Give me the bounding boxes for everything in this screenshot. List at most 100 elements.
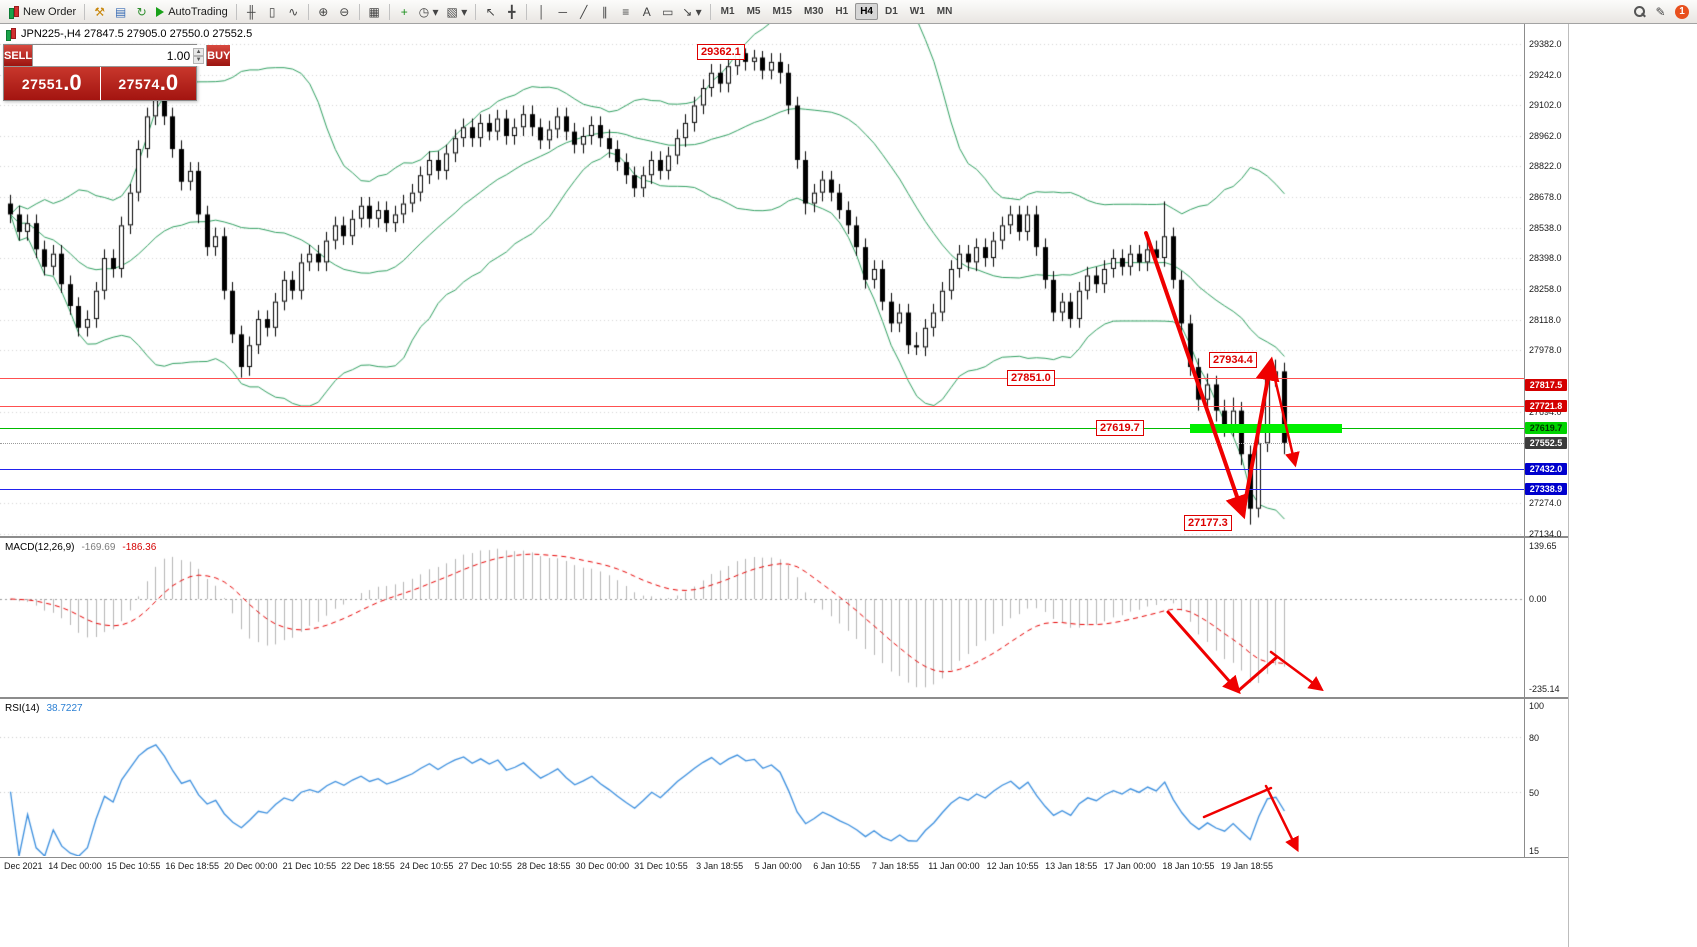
hline-27851[interactable] — [0, 378, 1524, 379]
tools-button[interactable]: ⚒ — [89, 2, 110, 21]
tile-windows-icon: ▦ — [368, 4, 380, 19]
templates-button[interactable]: ▧ ▾ — [443, 2, 472, 21]
text-button[interactable]: A — [636, 2, 657, 21]
trendline-button[interactable]: ╱ — [573, 2, 594, 21]
toolbar-separator — [358, 3, 360, 20]
price-callout-27851.0[interactable]: 27851.0 — [1007, 370, 1055, 386]
bar-chart-button[interactable]: ╫ — [241, 2, 262, 21]
toolbar-separator — [475, 3, 477, 20]
rsi-scale-label: 80 — [1529, 732, 1540, 743]
price-callout-27177.3[interactable]: 27177.3 — [1184, 515, 1232, 531]
ask-price: 27574 — [118, 75, 160, 92]
notification-badge[interactable]: 1 — [1675, 4, 1689, 19]
time-axis-label: 11 Jan 00:00 — [928, 861, 980, 871]
zoom-in-button[interactable]: ⊕ — [313, 2, 334, 21]
price-tick: 28538.0 — [1529, 222, 1562, 233]
price-tag-27432.0: 27432.0 — [1525, 463, 1567, 476]
charts-window-button[interactable]: ▤ — [110, 2, 131, 21]
rsi-panel-canvas[interactable] — [0, 700, 1524, 856]
timeframe-h4-button[interactable]: H4 — [855, 3, 878, 20]
price-callout-29362.1[interactable]: 29362.1 — [697, 44, 745, 60]
label-button[interactable]: ▭ — [657, 2, 678, 21]
periods-button[interactable]: ◷ ▾ — [415, 2, 443, 21]
bar-chart-icon: ╫ — [246, 4, 256, 19]
candle-chart-button[interactable]: ▯ — [262, 2, 283, 21]
trade-widget-price-row: 27551.0 27574.0 — [4, 67, 196, 100]
price-tag-27619.7: 27619.7 — [1525, 422, 1567, 435]
macd-name: MACD(12,26,9) — [5, 542, 75, 553]
time-axis-label: 22 Dec 18:55 — [341, 861, 395, 871]
toolbar-separator — [526, 3, 528, 20]
panel-separator[interactable] — [0, 697, 1569, 699]
hline-27552.5[interactable] — [0, 443, 1524, 444]
toolbar-separator — [388, 3, 390, 20]
price-tick: 28398.0 — [1529, 253, 1562, 264]
new-order-button[interactable]: New Order — [4, 2, 80, 21]
cursor-button[interactable]: ↖ — [480, 2, 501, 21]
arrows-button[interactable]: ↘ ▾ — [678, 2, 705, 21]
toolbar-right-icons: ✎ 1 — [1634, 4, 1693, 19]
hline-27721.8[interactable] — [0, 406, 1524, 407]
timeframe-m30-button[interactable]: M30 — [803, 6, 824, 17]
autotrading-button[interactable]: AutoTrading — [152, 2, 232, 21]
timeframe-w1-button[interactable]: W1 — [909, 6, 925, 17]
lot-spinner: ▲ ▼ — [193, 47, 205, 64]
chart-window: 29382.0 29242.0 29102.0 28962.0 28822.0 28678… — [0, 24, 1697, 947]
hline-27619.7[interactable] — [0, 428, 1524, 429]
hline-27338.9[interactable] — [0, 489, 1524, 490]
crosshair-button[interactable]: ╋ — [501, 2, 522, 21]
timeframe-d1-button[interactable]: D1 — [884, 6, 898, 17]
panel-separator[interactable] — [0, 536, 1569, 538]
time-axis-label: 31 Dec 10:55 — [634, 861, 688, 871]
time-axis-label: 27 Dec 10:55 — [458, 861, 512, 871]
horizontal-line-button[interactable]: ─ — [552, 2, 573, 21]
support-zone[interactable] — [1190, 423, 1342, 433]
timeframe-m15-button[interactable]: M15 — [772, 6, 792, 17]
lot-decrease-button[interactable]: ▼ — [193, 55, 205, 64]
sell-button[interactable]: SELL — [4, 45, 33, 66]
price-tag-27338.9: 27338.9 — [1525, 483, 1567, 496]
tile-windows-button[interactable]: ▦ — [364, 2, 385, 21]
refresh-button[interactable]: ↻ — [131, 2, 152, 21]
edit-icon[interactable]: ✎ — [1655, 4, 1666, 19]
new-order-button-label: New Order — [23, 5, 77, 18]
macd-scale-zero: 0.00 — [1529, 593, 1547, 604]
line-chart-button[interactable]: ∿ — [283, 2, 304, 21]
lot-increase-button[interactable]: ▲ — [193, 47, 205, 56]
search-icon[interactable] — [1634, 5, 1646, 18]
fibonacci-icon: ≡ — [622, 4, 630, 19]
label-icon: ▭ — [662, 4, 674, 19]
timeframe-h1-button[interactable]: H1 — [835, 6, 849, 17]
macd-panel-canvas[interactable] — [0, 539, 1524, 697]
window-right-border — [1568, 24, 1569, 947]
channel-button[interactable]: ∥ — [594, 2, 615, 21]
toolbar-separator — [84, 3, 86, 20]
line-chart-icon: ∿ — [288, 4, 299, 19]
rsi-scale-label: 15 — [1529, 846, 1540, 856]
time-axis-label: 28 Dec 18:55 — [517, 861, 571, 871]
price-tick: 27274.0 — [1529, 498, 1562, 509]
buy-button[interactable]: BUY — [207, 45, 231, 66]
timeframe-m5-button[interactable]: M5 — [746, 6, 761, 17]
price-callout-27934.4[interactable]: 27934.4 — [1209, 352, 1257, 368]
autotrading-button-label: AutoTrading — [168, 5, 228, 18]
indicators-button[interactable]: + — [394, 2, 415, 21]
price-callout-27619.7[interactable]: 27619.7 — [1096, 420, 1144, 436]
zoom-out-button[interactable]: ⊖ — [334, 2, 355, 21]
fibonacci-button[interactable]: ≡ — [615, 2, 636, 21]
ask-price-fraction: .0 — [159, 69, 179, 95]
tools-icon: ⚒ — [94, 4, 106, 19]
timeframe-m1-button[interactable]: M1 — [720, 6, 735, 17]
vertical-line-button[interactable]: │ — [531, 2, 552, 21]
toolbar-separator — [235, 3, 237, 20]
main-chart-canvas[interactable] — [0, 24, 1524, 536]
hline-27432[interactable] — [0, 469, 1524, 470]
lot-input[interactable] — [35, 48, 194, 63]
price-tick: 27694.0 — [1529, 406, 1562, 417]
timeframe-mn-button[interactable]: MN — [936, 6, 953, 17]
time-axis-label: 15 Dec 10:55 — [106, 861, 161, 871]
buy-price-button[interactable]: 27574.0 — [100, 67, 196, 100]
price-tick: 27134.0 — [1529, 529, 1562, 539]
sell-price-button[interactable]: 27551.0 — [4, 67, 100, 100]
